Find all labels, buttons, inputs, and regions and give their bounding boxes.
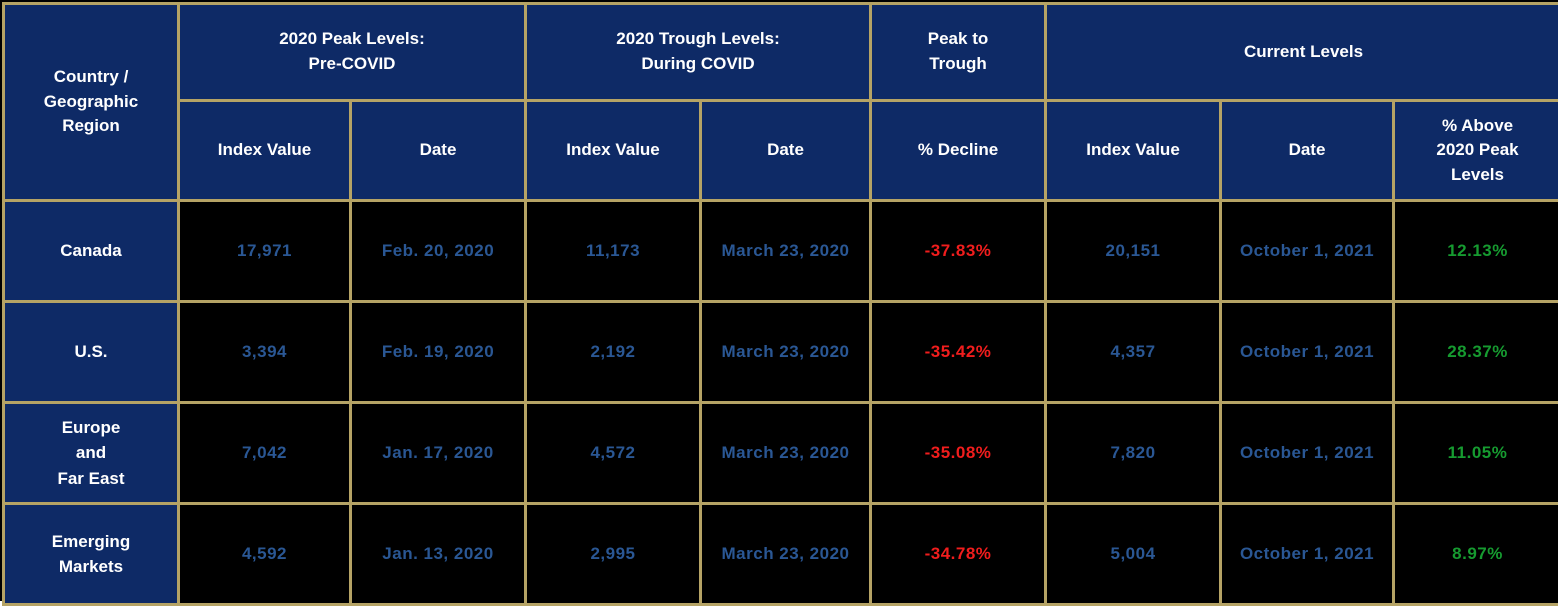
pct-decline-value: -35.42% <box>871 302 1046 403</box>
peak-index-value: 3,394 <box>179 302 351 403</box>
current-date: October 1, 2021 <box>1221 302 1394 403</box>
trough-date: March 23, 2020 <box>701 302 871 403</box>
header-peak-to-trough: Peak to Trough <box>871 4 1046 101</box>
pct-decline-value: -37.83% <box>871 201 1046 302</box>
pct-above-peak-value: 12.13% <box>1394 201 1558 302</box>
header-current-date: Date <box>1221 101 1394 201</box>
current-date: October 1, 2021 <box>1221 201 1394 302</box>
peak-index-value: 7,042 <box>179 403 351 504</box>
row-label: Emerging Markets <box>4 504 179 605</box>
pct-decline-value: -34.78% <box>871 504 1046 605</box>
header-trough-group: 2020 Trough Levels: During COVID <box>526 4 871 101</box>
table-row-canada: Canada 17,971 Feb. 20, 2020 11,173 March… <box>4 201 1558 302</box>
header-peak-group: 2020 Peak Levels: Pre-COVID <box>179 4 526 101</box>
pct-above-peak-value: 28.37% <box>1394 302 1558 403</box>
header-pct-above-peak: % Above 2020 Peak Levels <box>1394 101 1558 201</box>
header-peak-index-value: Index Value <box>179 101 351 201</box>
header-trough-date: Date <box>701 101 871 201</box>
trough-index-value: 11,173 <box>526 201 701 302</box>
trough-index-value: 2,192 <box>526 302 701 403</box>
current-index-value: 7,820 <box>1046 403 1221 504</box>
table-row-us: U.S. 3,394 Feb. 19, 2020 2,192 March 23,… <box>4 302 1558 403</box>
table-row-europe-far-east: Europe and Far East 7,042 Jan. 17, 2020 … <box>4 403 1558 504</box>
current-index-value: 20,151 <box>1046 201 1221 302</box>
peak-date: Feb. 19, 2020 <box>351 302 526 403</box>
trough-date: March 23, 2020 <box>701 504 871 605</box>
trough-index-value: 2,995 <box>526 504 701 605</box>
trough-date: March 23, 2020 <box>701 403 871 504</box>
peak-date: Jan. 13, 2020 <box>351 504 526 605</box>
pct-above-peak-value: 11.05% <box>1394 403 1558 504</box>
pct-decline-value: -35.08% <box>871 403 1046 504</box>
current-index-value: 4,357 <box>1046 302 1221 403</box>
header-pct-decline: % Decline <box>871 101 1046 201</box>
row-label: U.S. <box>4 302 179 403</box>
peak-date: Jan. 17, 2020 <box>351 403 526 504</box>
header-current-index-value: Index Value <box>1046 101 1221 201</box>
peak-index-value: 17,971 <box>179 201 351 302</box>
trough-index-value: 4,572 <box>526 403 701 504</box>
header-country-region: Country / Geographic Region <box>4 4 179 201</box>
row-label: Canada <box>4 201 179 302</box>
row-label: Europe and Far East <box>4 403 179 504</box>
peak-date: Feb. 20, 2020 <box>351 201 526 302</box>
current-date: October 1, 2021 <box>1221 403 1394 504</box>
pct-above-peak-value: 8.97% <box>1394 504 1558 605</box>
table-row-emerging-markets: Emerging Markets 4,592 Jan. 13, 2020 2,9… <box>4 504 1558 605</box>
current-index-value: 5,004 <box>1046 504 1221 605</box>
header-trough-index-value: Index Value <box>526 101 701 201</box>
current-date: October 1, 2021 <box>1221 504 1394 605</box>
trough-date: March 23, 2020 <box>701 201 871 302</box>
header-sub-row: Index Value Date Index Value Date % Decl… <box>4 101 1558 201</box>
peak-index-value: 4,592 <box>179 504 351 605</box>
header-current-group: Current Levels <box>1046 4 1558 101</box>
header-peak-date: Date <box>351 101 526 201</box>
header-group-row: Country / Geographic Region 2020 Peak Le… <box>4 4 1558 101</box>
